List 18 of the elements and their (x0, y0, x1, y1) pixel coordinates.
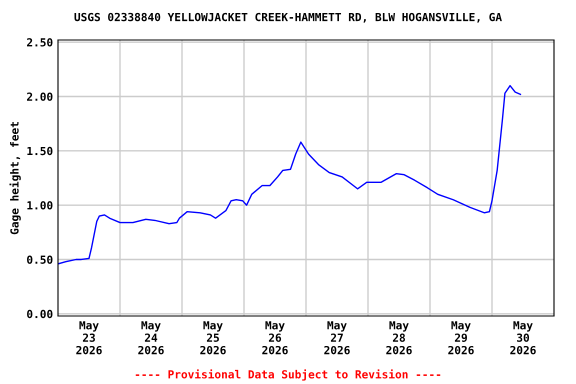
y-tick-label: 2.00 (27, 92, 52, 101)
y-tick-label: 1.00 (27, 201, 52, 210)
y-tick-label: 0.50 (27, 255, 52, 264)
x-tick-label: May 25 2026 (200, 321, 226, 354)
chart-title: USGS 02338840 YELLOWJACKET CREEK-HAMMETT RD, BLW HOGANSVILLE, GA (74, 12, 502, 23)
y-tick-label: 1.50 (27, 146, 52, 156)
y-tick-label: 2.50 (27, 38, 52, 47)
x-tick-label: May 26 2026 (262, 321, 288, 354)
x-tick-label: May 29 2026 (448, 321, 474, 354)
text: ---- Provisional Data Subject to Revision ---- (136, 369, 440, 381)
line-series (58, 84, 522, 265)
x-tick-label: May 23 2026 (76, 321, 102, 354)
y-tick-label: 0.00 (27, 310, 52, 318)
x-tick-label: May 27 2026 (324, 321, 350, 354)
x-tick-label: May 24 2026 (138, 321, 164, 354)
y-axis-title: Gage height, feet (9, 122, 21, 234)
x-tick-label: May 30 2026 (510, 321, 536, 354)
x-tick-label: May 28 2026 (386, 321, 412, 354)
